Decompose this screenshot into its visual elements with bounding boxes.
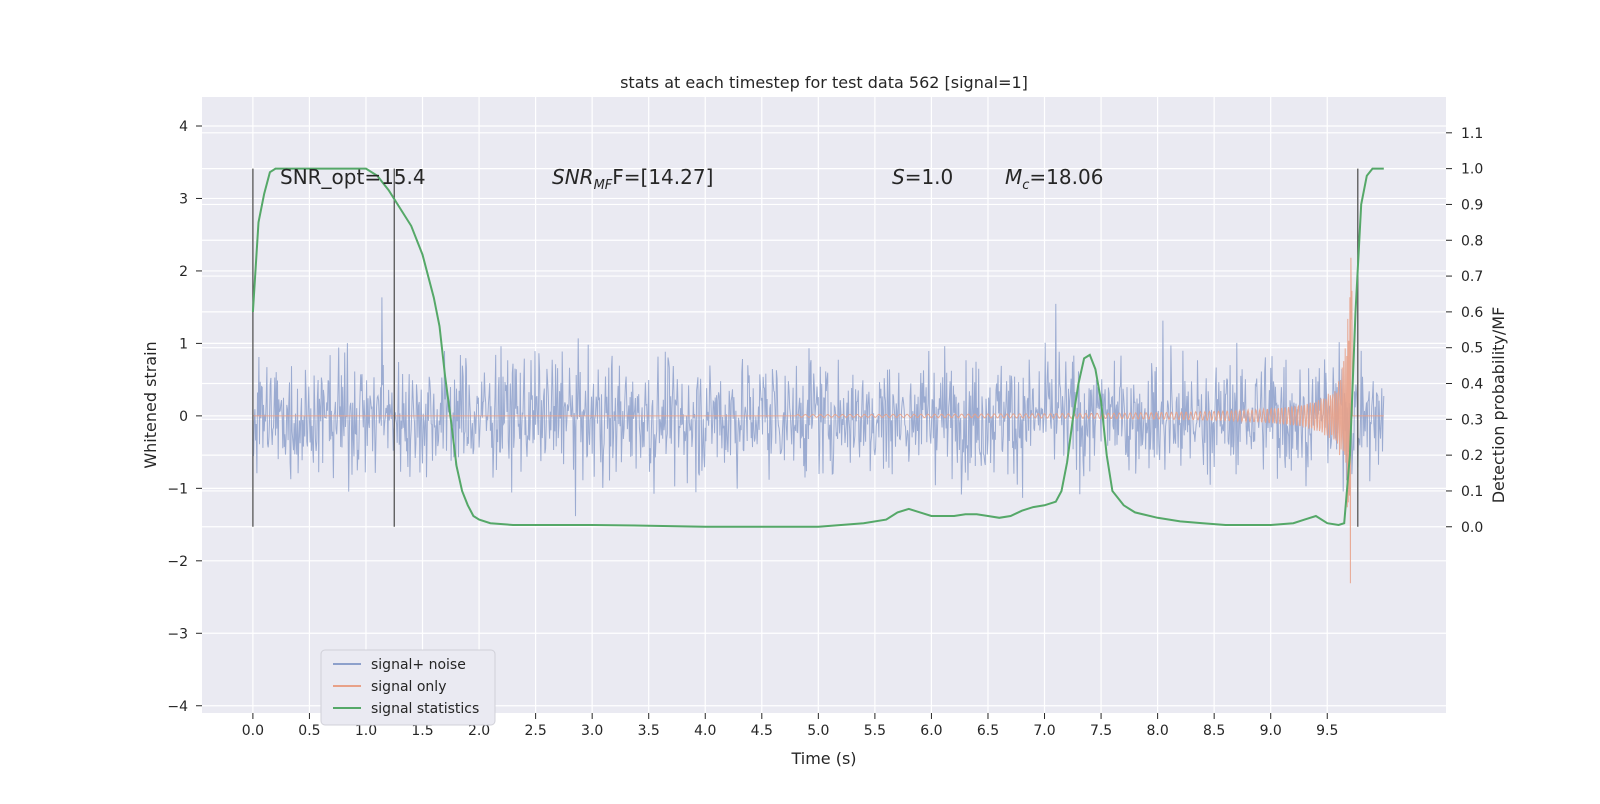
legend-box [320, 649, 496, 726]
x-tick-label: 3.5 [638, 723, 660, 739]
x-tick-label: 2.5 [524, 723, 546, 739]
legend-label-signal: signal only [371, 679, 446, 695]
y-tick-label: 3 [179, 191, 188, 207]
x-tick-label: 6.5 [977, 723, 999, 739]
x-tick-label: 8.5 [1203, 723, 1225, 739]
x-axis-label: Time (s) [790, 749, 856, 768]
y2-tick-label: 0.7 [1461, 269, 1483, 285]
y2-tick-label: 0.8 [1461, 233, 1483, 249]
annotation-snr-opt: SNR_opt=15.4 [280, 165, 426, 189]
x-tick-label: 5.5 [864, 723, 886, 739]
stats-line [251, 167, 1384, 528]
y-axis-label: Whitened strain [141, 341, 160, 468]
y2-tick-label: 0.9 [1461, 197, 1483, 213]
annotation-mc-rest: =18.06 [1029, 165, 1103, 189]
annotation-snr-mf-rest: F=[14.27] [612, 165, 713, 189]
annotation-s: S=1.0 [892, 165, 953, 189]
vertical-markers [252, 168, 1359, 527]
y2-axis-label: Detection probability/MF [1489, 307, 1508, 504]
x-tick-label: 9.5 [1316, 723, 1338, 739]
x-tick-label: 4.5 [751, 723, 773, 739]
legend-label-noise: signal+ noise [371, 657, 466, 673]
y2-tick-label: 0.5 [1461, 341, 1483, 357]
y-tick-label: −3 [167, 626, 188, 642]
y2-tick-label: 0.2 [1461, 448, 1483, 464]
x-tick-label: 1.5 [411, 723, 433, 739]
y2-tick-label: 0.3 [1461, 412, 1483, 428]
y2-tick-label: 0.1 [1461, 484, 1483, 500]
y-tick-label: −1 [167, 481, 188, 497]
x-tick-label: 7.0 [1033, 723, 1055, 739]
noise-series [252, 297, 1385, 517]
y2-tick-label: 0.6 [1461, 305, 1483, 321]
x-ticks: 0.0 0.5 1.0 1.5 2.0 2.5 3.0 3.5 4.0 4.5 5.0 5.5 6.0 6… [242, 713, 1338, 739]
y2-tick-label: 1.0 [1461, 162, 1483, 178]
y-tick-label: 1 [179, 336, 188, 352]
legend-label-stats: signal statistics [371, 701, 479, 717]
y-tick-label: 4 [179, 119, 188, 135]
y-tick-label: −4 [167, 699, 188, 715]
x-tick-label: 4.0 [694, 723, 716, 739]
y2-tick-label: 1.1 [1461, 126, 1483, 142]
annotation-snr-mf: SNRMFF=[14.27] [552, 165, 713, 193]
y-ticks: 4 3 2 1 0 −1 −2 −3 −4 [167, 119, 202, 715]
stats-series [251, 167, 1384, 528]
chart-title: stats at each timestep for test data 562… [620, 73, 1028, 92]
x-tick-label: 0.5 [298, 723, 320, 739]
legend: signal+ noise signal only signal statist… [320, 649, 496, 726]
x-tick-label: 6.0 [920, 723, 942, 739]
x-tick-label: 3.0 [581, 723, 603, 739]
signal-line [252, 257, 1384, 584]
y-tick-label: 0 [179, 409, 188, 425]
annotation-mc: Mc=18.06 [1005, 165, 1103, 193]
annotation-s-var: S [892, 165, 905, 189]
grid-horizontal [202, 125, 1446, 707]
annotation-s-rest: =1.0 [905, 165, 954, 189]
signal-series [252, 257, 1384, 584]
y2-ticks: 1.1 1.0 0.9 0.8 0.7 0.6 0.5 0.4 0.3 0.2 0.1 0.0 [1446, 126, 1483, 536]
y2-tick-label: 0.4 [1461, 377, 1483, 393]
x-tick-label: 5.0 [807, 723, 829, 739]
y2-tick-label: 0.0 [1461, 520, 1483, 536]
annotation-snr-mf-sub: MF [594, 178, 613, 193]
y-tick-label: −2 [167, 554, 188, 570]
annotation-mc-var: M [1005, 165, 1022, 189]
y-tick-label: 2 [179, 264, 188, 280]
x-tick-label: 8.0 [1146, 723, 1168, 739]
annotation-snr-mf-base: SNR [552, 165, 594, 189]
x-tick-label: 0.0 [242, 723, 264, 739]
x-tick-label: 9.0 [1260, 723, 1282, 739]
x-tick-label: 1.0 [355, 723, 377, 739]
x-tick-label: 7.5 [1090, 723, 1112, 739]
noise-line [252, 297, 1385, 517]
annotation-mc-sub: c [1022, 178, 1029, 193]
x-tick-label: 2.0 [468, 723, 490, 739]
